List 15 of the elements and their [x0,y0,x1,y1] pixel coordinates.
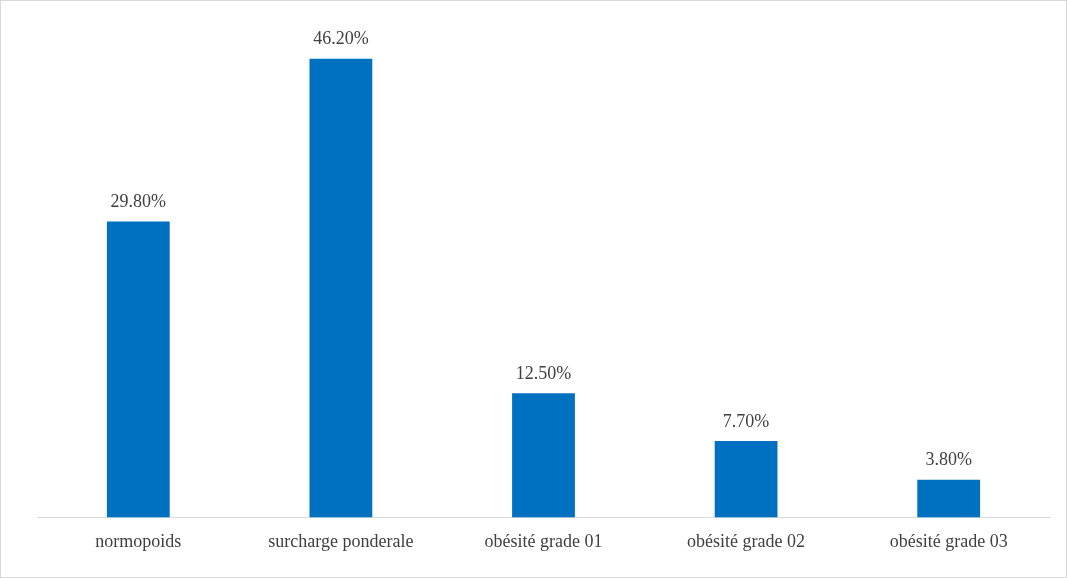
x-tick-label: obésité grade 02 [687,530,806,551]
x-tick-label: obésité grade 03 [889,530,1008,551]
data-label: 3.80% [925,449,972,470]
data-label: 46.20% [313,28,369,49]
x-tick-label: obésité grade 01 [484,530,603,551]
x-tick-label: normopoids [95,530,182,551]
bar [309,58,373,518]
bar [512,393,575,518]
data-label: 29.80% [110,191,167,212]
x-tick-label: surcharge ponderale [268,530,414,551]
bar [714,440,778,518]
data-label: 7.70% [722,410,770,431]
bar [917,479,981,518]
bar [106,221,170,518]
data-label: 12.50% [515,363,572,384]
